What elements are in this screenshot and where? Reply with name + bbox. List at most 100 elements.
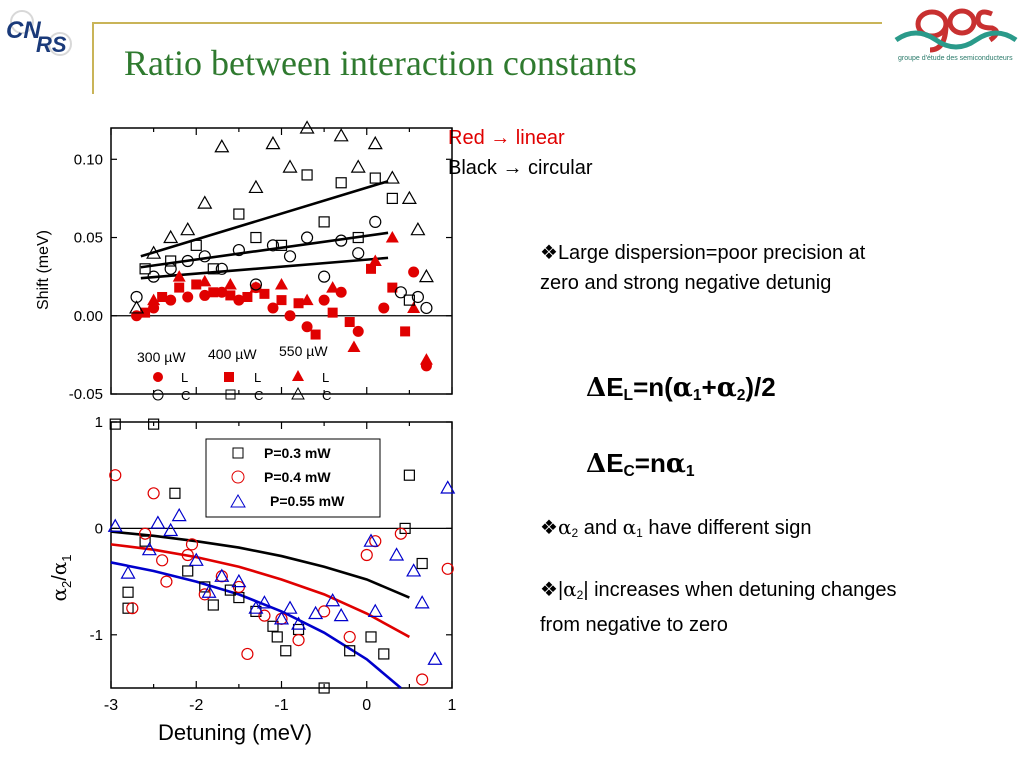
legend-l-300: L — [181, 370, 188, 385]
data-point — [139, 535, 151, 547]
data-point — [214, 568, 230, 582]
ratio-legend: P=0.3 mW P=0.4 mW P=0.55 mW — [205, 438, 381, 518]
legend-l-550: L — [322, 370, 329, 385]
legend-marker-p055 — [230, 494, 246, 508]
y-tick-label: -0.05 — [69, 386, 103, 403]
data-point — [292, 634, 305, 647]
data-point — [165, 294, 177, 306]
data-point — [420, 301, 433, 315]
legend-red-linear: Red → linear — [448, 127, 565, 149]
data-point — [198, 250, 211, 263]
data-point — [164, 262, 177, 275]
data-point — [139, 263, 151, 275]
data-point — [365, 631, 377, 643]
data-point — [233, 294, 245, 306]
bullet-text: Large dispersion=poor precision at zero … — [540, 242, 866, 294]
bullet-different-sign: ❖α2 and α1 have different sign — [540, 515, 812, 540]
data-point — [172, 270, 186, 282]
data-point — [267, 302, 279, 314]
data-point — [291, 616, 307, 630]
data-point — [367, 135, 383, 150]
svg-text:groupe d'étude des semiconduct: groupe d'étude des semiconducteurs — [898, 55, 1013, 62]
data-point — [335, 177, 347, 189]
data-point — [280, 645, 292, 657]
data-point — [207, 599, 219, 611]
series-0-1 — [140, 263, 411, 340]
y-tick-label: -1 — [90, 627, 103, 644]
data-point — [369, 215, 382, 228]
data-point — [201, 584, 217, 598]
header-vertical-rule — [92, 22, 94, 94]
data-point — [416, 673, 429, 686]
data-point — [407, 301, 421, 313]
fit-curve-0 — [140, 179, 389, 258]
data-point — [366, 263, 377, 274]
data-point — [282, 159, 298, 173]
data-point — [120, 565, 136, 579]
data-point — [335, 234, 348, 247]
legend-power-550: 550 µW — [279, 343, 328, 359]
series-0-2 — [147, 231, 433, 365]
data-point — [265, 135, 281, 150]
data-point — [301, 321, 313, 333]
data-point — [122, 602, 134, 614]
bullet-marker: ❖ — [540, 242, 558, 264]
data-point — [325, 593, 341, 607]
x-tick-label: -1 — [274, 697, 288, 714]
data-point — [171, 507, 187, 522]
data-point — [352, 325, 364, 337]
data-point — [198, 588, 211, 601]
data-point — [327, 307, 338, 318]
data-point — [146, 245, 162, 259]
data-point — [427, 651, 443, 665]
y-tick-label: 0.00 — [74, 308, 103, 325]
fit-curve-2 — [140, 256, 389, 280]
data-point — [182, 291, 194, 303]
data-point — [163, 229, 179, 244]
data-point — [231, 573, 247, 588]
legend-marker-300-c — [152, 389, 164, 401]
data-point — [352, 247, 365, 260]
data-point — [310, 329, 321, 340]
detuning-xlabel: Detuning (meV) — [158, 720, 312, 745]
data-point — [385, 231, 399, 243]
data-point — [384, 170, 400, 184]
data-point — [394, 527, 407, 540]
data-point — [363, 533, 379, 547]
y-tick-label: 0.10 — [74, 151, 103, 168]
legend-marker-400-l — [224, 372, 234, 382]
data-point — [266, 239, 280, 252]
legend-label-p03: P=0.3 mW — [264, 445, 331, 461]
data-point — [273, 611, 290, 625]
data-point — [406, 563, 422, 577]
x-tick-label: 0 — [362, 697, 371, 714]
x-tick-label: -2 — [189, 697, 203, 714]
data-point — [343, 630, 356, 644]
data-point — [333, 128, 349, 142]
data-point — [352, 231, 364, 244]
data-point — [249, 278, 263, 291]
fit-curve-2 — [110, 561, 402, 689]
data-point — [335, 286, 347, 298]
data-point — [139, 527, 152, 540]
data-point — [318, 216, 330, 228]
data-point — [216, 286, 228, 298]
data-point — [147, 270, 160, 283]
data-point — [241, 647, 254, 661]
series-0-4 — [139, 169, 415, 306]
slide-title: Ratio between interaction constants — [124, 43, 637, 83]
data-point — [109, 469, 122, 482]
legend-power-300: 300 µW — [137, 349, 186, 365]
y-tick-label: 0 — [95, 520, 103, 537]
series-1-1 — [109, 469, 454, 686]
legend-label-p055: P=0.55 mW — [270, 493, 345, 509]
data-point — [107, 518, 123, 532]
data-point — [169, 487, 181, 499]
data-point — [180, 221, 196, 236]
data-point — [157, 291, 168, 302]
data-point — [369, 172, 381, 184]
ratio-ylabel: α2/α1 — [47, 554, 74, 601]
legend-c-300: C — [181, 388, 190, 403]
data-point — [400, 326, 411, 337]
data-point — [440, 480, 456, 494]
